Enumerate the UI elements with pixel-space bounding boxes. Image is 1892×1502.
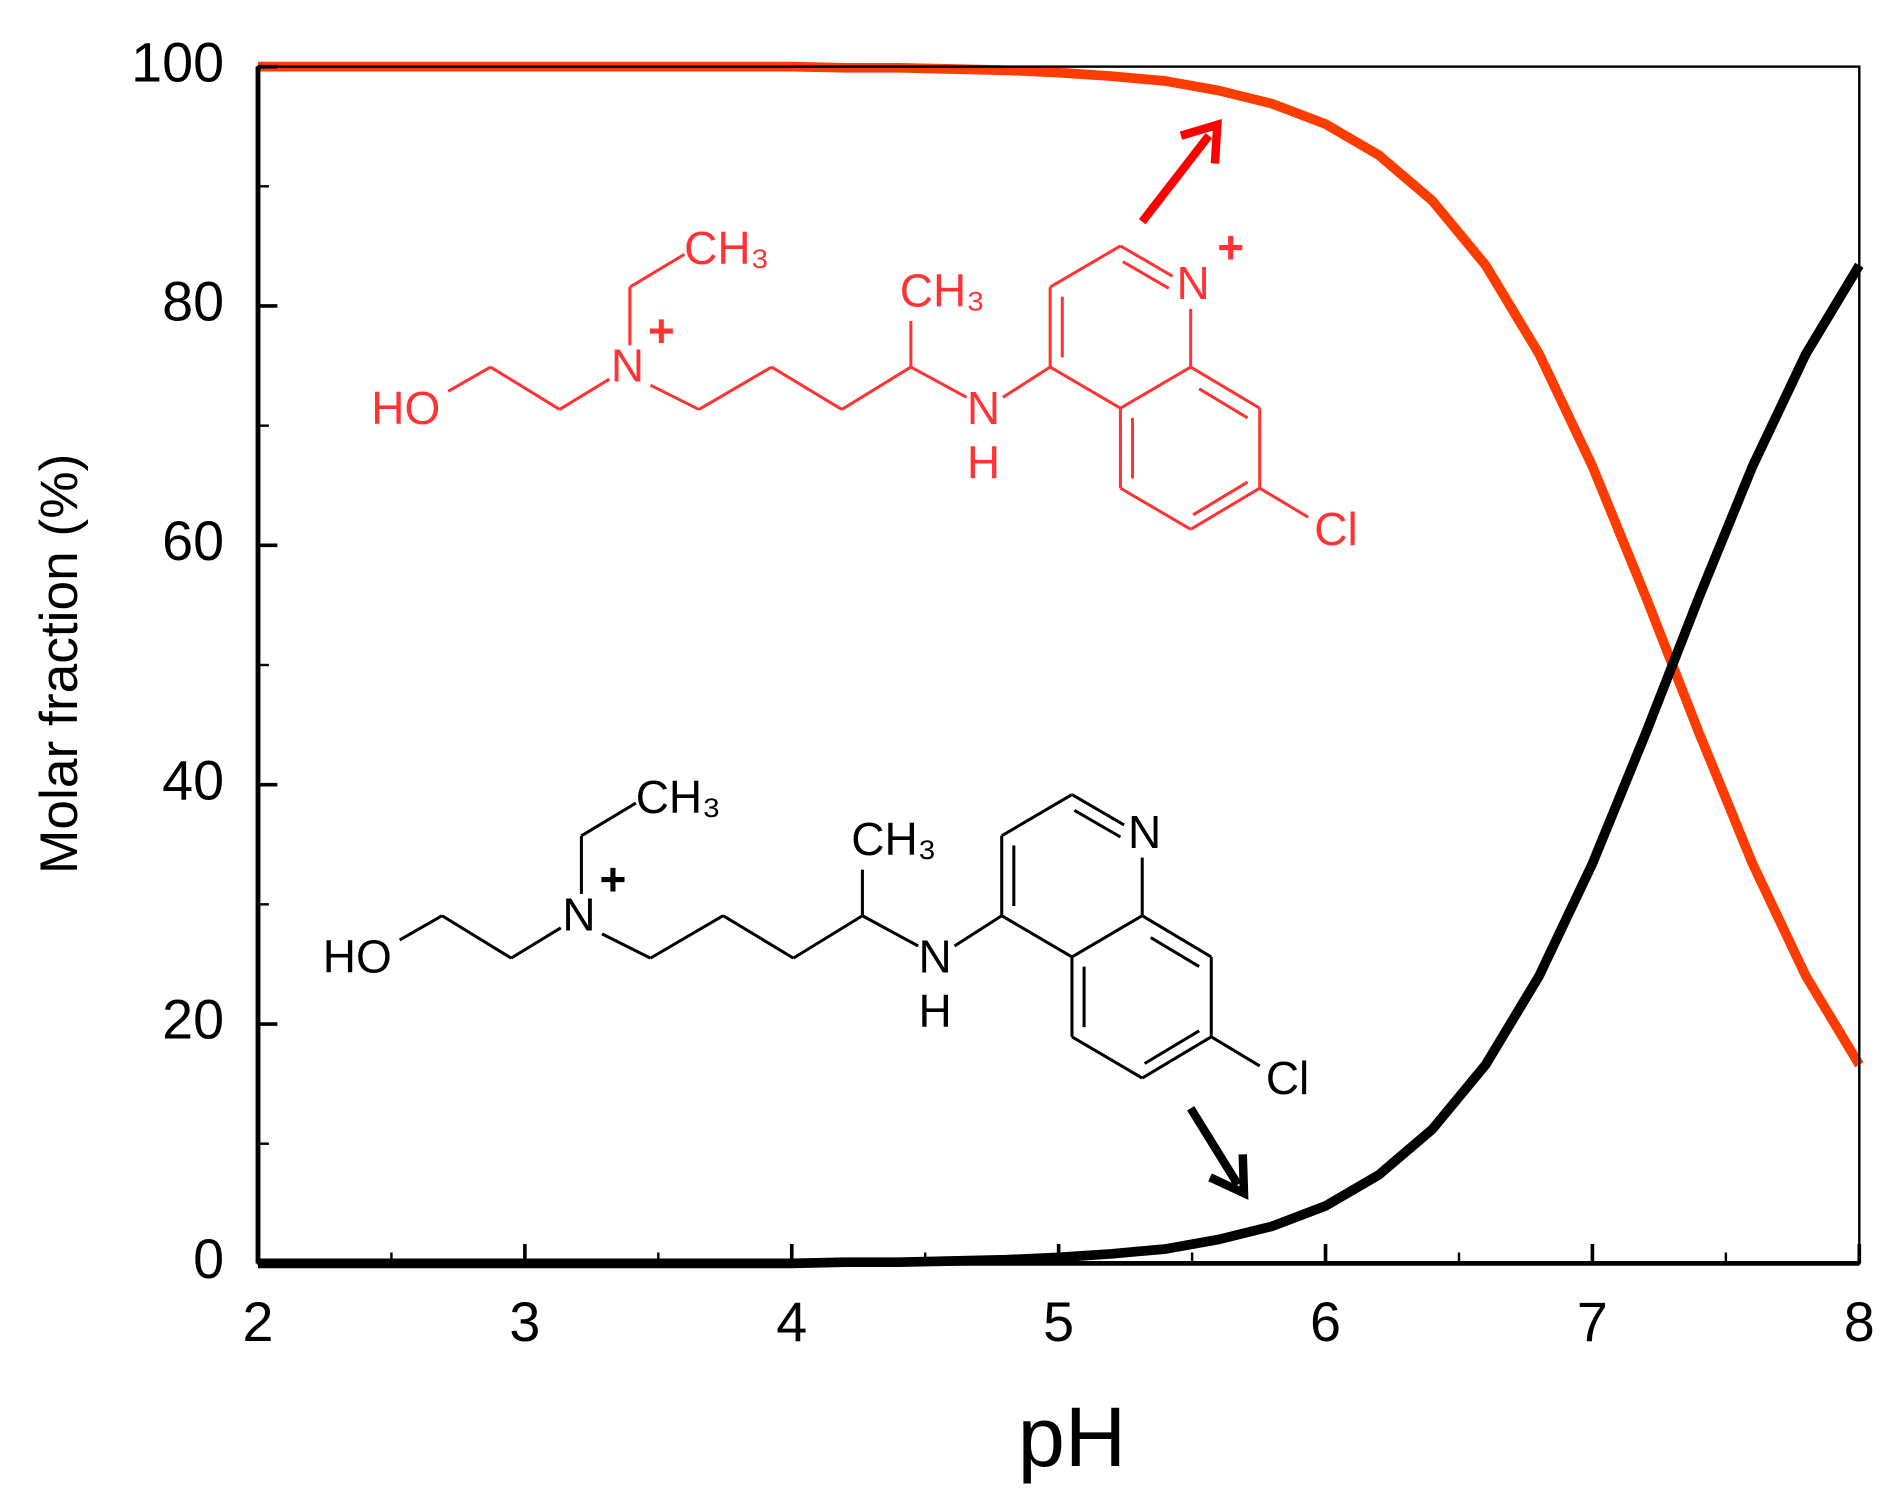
atom-label: CH₃ (684, 222, 769, 274)
bond (953, 914, 1003, 948)
bond (1000, 793, 1073, 838)
bond (1258, 486, 1309, 519)
atom-label: N (562, 888, 595, 940)
bond (580, 801, 637, 838)
arrow-head (1208, 1154, 1249, 1200)
y-tick-label: 0 (193, 1228, 224, 1290)
bond (1143, 1029, 1200, 1065)
atom-label: Cl (1314, 503, 1357, 555)
bond (1122, 260, 1170, 290)
atom-label: CH₃ (900, 265, 985, 317)
bond (1210, 1035, 1261, 1068)
bond (1149, 936, 1200, 968)
bond (441, 914, 512, 960)
atom-label: N (1128, 806, 1161, 858)
atom-label: Cl (1266, 1052, 1309, 1104)
y-tick-label: 80 (162, 271, 224, 333)
atom-label: + (648, 304, 675, 356)
bond (649, 914, 724, 960)
bond (447, 365, 492, 393)
bond (1000, 914, 1073, 959)
atom-label: N (1176, 257, 1209, 309)
bond (629, 253, 686, 289)
atom-label: N (967, 382, 1000, 434)
bond (1071, 1035, 1143, 1080)
x-tick-label: 3 (509, 1291, 540, 1353)
x-tick-label: 4 (776, 1291, 807, 1353)
bond (1141, 914, 1213, 959)
bond (1119, 486, 1192, 531)
bond (510, 926, 562, 960)
x-tick-label: 8 (1844, 1291, 1875, 1353)
arrow-head (1179, 118, 1222, 164)
bond (1049, 365, 1122, 410)
x-axis-label: pH (1018, 1389, 1126, 1484)
arrow (1187, 1106, 1242, 1187)
atom-label: N (611, 340, 644, 392)
bond (861, 914, 919, 948)
arrow (1138, 133, 1213, 225)
atom-label: HO (371, 382, 440, 434)
atom-label: N (918, 931, 951, 983)
bond (398, 914, 443, 942)
bond (770, 365, 843, 411)
bond (1002, 365, 1051, 399)
atom-label: CH₃ (851, 813, 936, 865)
bond (649, 383, 700, 411)
bond (1071, 793, 1125, 827)
bond (558, 377, 611, 411)
x-tick-label: 7 (1577, 1291, 1608, 1353)
x-tick-label: 2 (243, 1291, 274, 1353)
bond (1119, 244, 1174, 278)
atom-label: CH₃ (636, 771, 721, 823)
bond (722, 914, 795, 960)
bond (489, 365, 561, 411)
bond (1198, 387, 1249, 420)
atom-label: HO (323, 931, 392, 983)
x-tick-label: 5 (1043, 1291, 1074, 1353)
y-axis-label: Molar fraction (%) (30, 454, 89, 874)
bond (1192, 480, 1249, 517)
bond (1189, 365, 1261, 410)
bond (1049, 244, 1122, 289)
bond (841, 365, 912, 411)
bond (601, 932, 652, 960)
bond (1119, 365, 1192, 410)
atom-label: H (918, 985, 951, 1037)
atom-label: H (967, 437, 1000, 489)
bond (792, 914, 864, 960)
bond (698, 365, 773, 411)
y-tick-label: 20 (162, 989, 224, 1051)
y-tick-label: 40 (162, 749, 224, 811)
bond (1141, 1035, 1213, 1080)
y-tick-label: 100 (131, 31, 224, 93)
atom-label: + (1217, 221, 1244, 273)
bond (910, 365, 968, 399)
bond (1071, 914, 1143, 959)
y-tick-label: 60 (162, 510, 224, 572)
atom-label: + (599, 853, 626, 905)
x-tick-label: 6 (1310, 1291, 1341, 1353)
bond (1073, 809, 1122, 839)
bond (1189, 486, 1261, 531)
